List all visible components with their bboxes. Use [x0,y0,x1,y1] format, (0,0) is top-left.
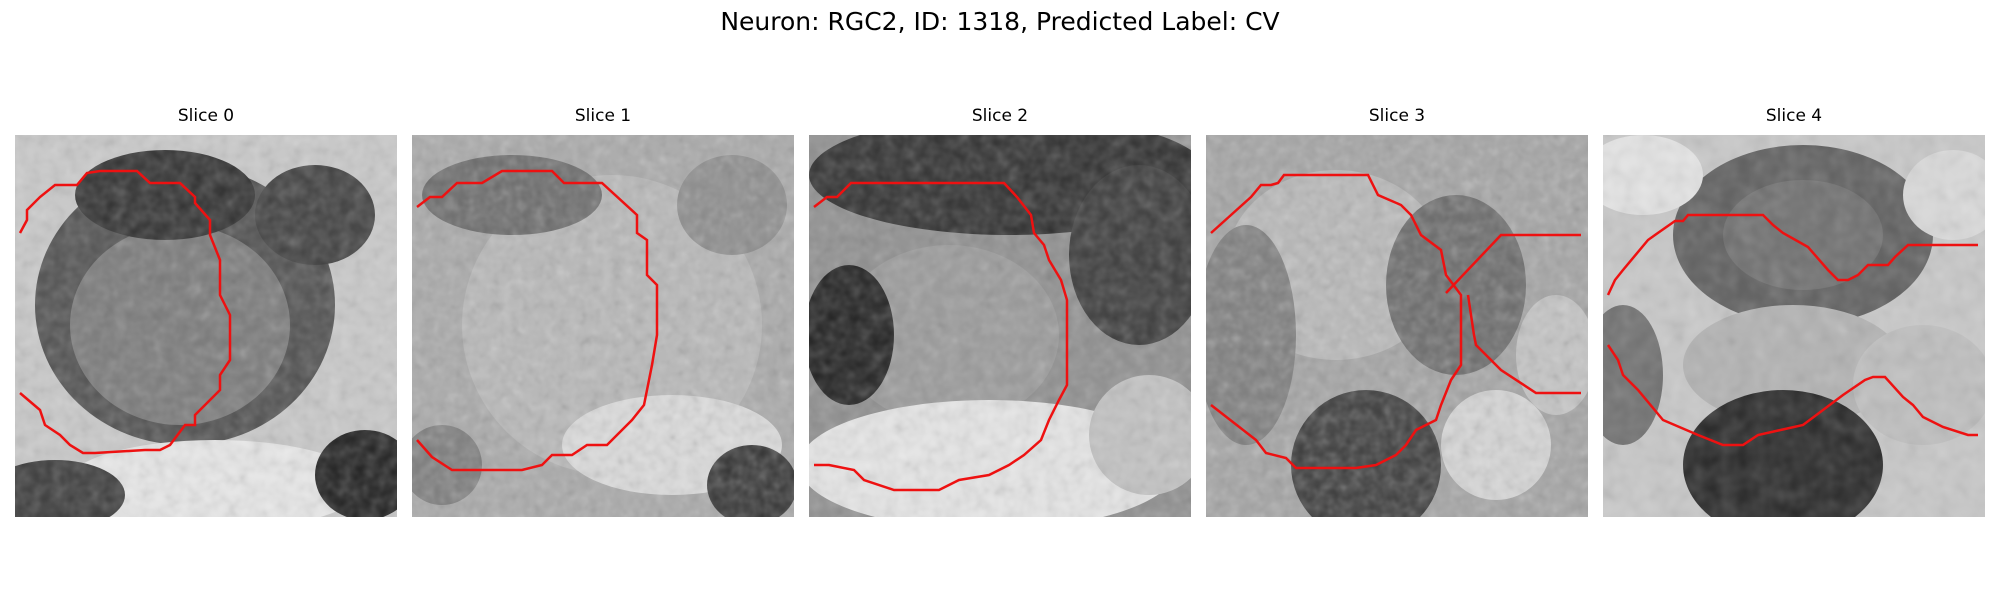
microscopy-image [1603,135,1985,517]
microscopy-image [412,135,794,517]
slice-image [15,135,397,517]
slice-title: Slice 3 [1368,106,1426,126]
slice-panel-0: Slice 0 [15,102,397,517]
microscopy-image [809,135,1191,517]
microscopy-image [15,135,397,517]
slice-panel-2: Slice 2 [809,102,1191,517]
slice-title: Slice 4 [1765,106,1823,126]
slice-panel-3: Slice 3 [1206,102,1588,517]
slice-image [809,135,1191,517]
figure-title: Neuron: RGC2, ID: 1318, Predicted Label:… [720,7,1280,36]
slice-panel-4: Slice 4 [1603,102,1985,517]
slice-panel-1: Slice 1 [412,102,794,517]
slice-title: Slice 1 [574,106,632,126]
slice-title: Slice 0 [177,106,235,126]
microscopy-image [1206,135,1588,517]
slice-image [1206,135,1588,517]
slice-image [412,135,794,517]
slice-image [1603,135,1985,517]
slice-title: Slice 2 [971,106,1029,126]
